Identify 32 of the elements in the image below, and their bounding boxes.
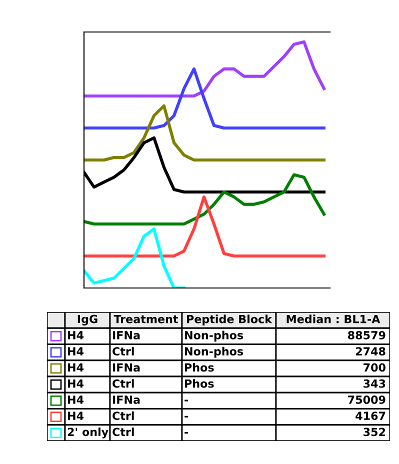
- text: 352: [364, 428, 386, 436]
- text: IgG: [78, 314, 98, 326]
- text: 4167: [356, 412, 386, 420]
- text: Phos: [185, 379, 214, 388]
- text: H4: [68, 380, 84, 388]
- text: IFNa: [113, 331, 140, 340]
- text: Ctrl: [112, 379, 134, 388]
- text: -: [184, 400, 188, 402]
- text: IFNa: [113, 363, 140, 372]
- text: -: [184, 416, 188, 418]
- text: Non-phos: [185, 330, 244, 342]
- text: IFNa: [113, 396, 140, 404]
- text: Phos: [185, 363, 214, 372]
- text: 343: [364, 379, 386, 388]
- text: Ctrl: [112, 428, 134, 436]
- text: -: [184, 432, 188, 434]
- text: H4: [68, 363, 84, 372]
- text: Treatment: [114, 315, 178, 324]
- text: 2748: [356, 347, 386, 356]
- text: H4: [68, 412, 84, 420]
- text: 700: [364, 363, 386, 372]
- text: H4: [68, 347, 84, 356]
- text: 88579: [348, 331, 386, 340]
- text: Non-phos: [185, 346, 244, 358]
- text: 75009: [348, 396, 386, 404]
- text: 2' only: [68, 428, 108, 438]
- text: Ctrl: [112, 411, 134, 420]
- text: H4: [68, 396, 84, 404]
- text: H4: [68, 331, 84, 340]
- text: Peptide Block: [187, 314, 272, 326]
- text: Median : BL1-A: [286, 314, 380, 324]
- text: Ctrl: [112, 346, 134, 356]
